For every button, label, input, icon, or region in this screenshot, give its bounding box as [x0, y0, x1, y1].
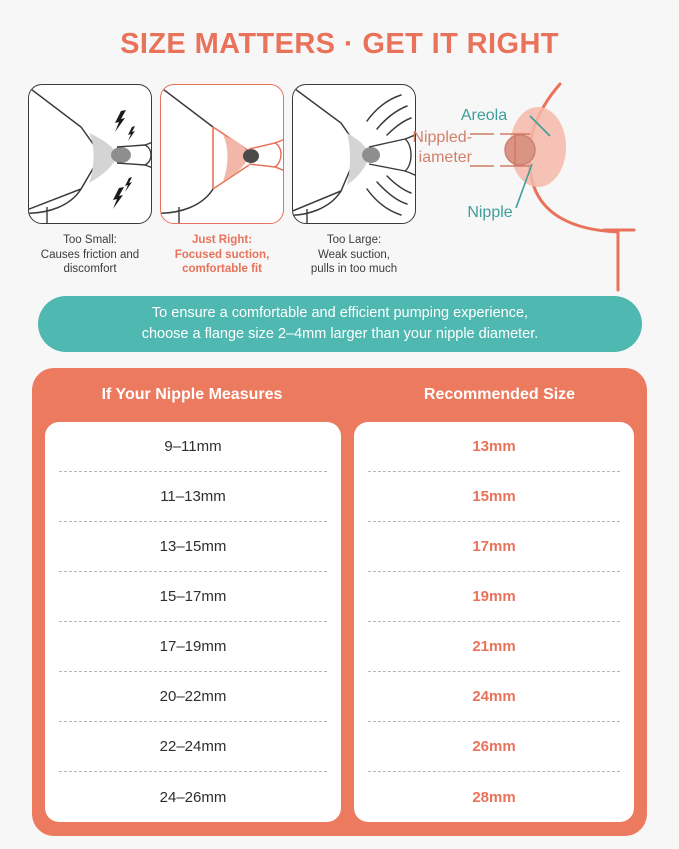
table-row: 26mm: [368, 722, 620, 772]
nipple-diameter-label-line2: iameter: [419, 149, 473, 166]
caption-line2: pulls in too much: [310, 263, 398, 275]
table-row: 19mm: [368, 572, 620, 622]
table-row: 22–24mm: [59, 722, 327, 772]
breast-anatomy-diagram: Areola Nippled- iameter Nipple: [412, 80, 679, 300]
table-header-measures: If Your Nipple Measures: [101, 386, 283, 403]
caption-line2: discomfort: [63, 263, 117, 275]
lightning-bolt-icon: [113, 110, 135, 209]
caption-line1: Focused suction,: [174, 248, 270, 261]
nipple-label: Nipple: [467, 204, 512, 221]
areola-label: Areola: [461, 107, 507, 124]
table-row: 21mm: [368, 622, 620, 672]
table-row: 17mm: [368, 522, 620, 572]
page-title: SIZE MATTERS · GET IT RIGHT: [120, 28, 559, 60]
table-header-row: If Your Nipple Measures Recommended Size: [32, 368, 647, 422]
panel-too-large: Too Large: Weak suction, pulls in too mu…: [292, 84, 416, 277]
table-row: 11–13mm: [59, 472, 327, 522]
panel-too-large-illustration: [292, 84, 416, 224]
caption-title: Too Large:: [326, 234, 382, 246]
table-row: 15mm: [368, 472, 620, 522]
table-row: 24mm: [368, 672, 620, 722]
fit-comparison-panels: Too Small: Causes friction and discomfor…: [28, 84, 418, 277]
caption-title: Too Small:: [63, 234, 117, 246]
size-recommendation-table: If Your Nipple Measures Recommended Size…: [32, 368, 647, 836]
caption-title: Just Right:: [191, 234, 253, 246]
advice-banner-line2: choose a flange size 2–4mm larger than y…: [141, 326, 539, 342]
panel-too-large-caption: Too Large: Weak suction, pulls in too mu…: [292, 233, 416, 277]
table-row: 28mm: [472, 788, 516, 806]
table-row: 20–22mm: [59, 672, 327, 722]
advice-banner: To ensure a comfortable and efficient pu…: [38, 296, 642, 352]
table-header-size: Recommended Size: [423, 386, 576, 403]
caption-line1: Weak suction,: [317, 248, 390, 261]
panel-too-small: Too Small: Causes friction and discomfor…: [28, 84, 152, 277]
nipple-diameter-label-line1: Nippled-: [412, 129, 472, 146]
caption-line2: comfortable fit: [182, 263, 262, 275]
motion-arc-icon: [366, 94, 412, 216]
panel-just-right-illustration: [160, 84, 284, 224]
table-row: 9–11mm: [59, 422, 327, 472]
table-row: 15–17mm: [59, 572, 327, 622]
panel-too-small-illustration: [28, 84, 152, 224]
table-row: 13–15mm: [59, 522, 327, 572]
table-row: 24–26mm: [159, 788, 227, 806]
advice-banner-line1: To ensure a comfortable and efficient pu…: [151, 305, 529, 321]
measures-column: 9–11mm 11–13mm 13–15mm 15–17mm 17–19mm 2…: [45, 422, 341, 822]
panel-just-right-caption: Just Right: Focused suction, comfortable…: [160, 233, 284, 277]
table-row: 17–19mm: [59, 622, 327, 672]
panel-just-right: Just Right: Focused suction, comfortable…: [160, 84, 284, 277]
panel-too-small-caption: Too Small: Causes friction and discomfor…: [28, 233, 152, 277]
recommended-size-column: 13mm 15mm 17mm 19mm 21mm 24mm 26mm 28mm: [354, 422, 634, 822]
caption-line1: Causes friction and: [40, 248, 140, 261]
table-row: 13mm: [368, 422, 620, 472]
